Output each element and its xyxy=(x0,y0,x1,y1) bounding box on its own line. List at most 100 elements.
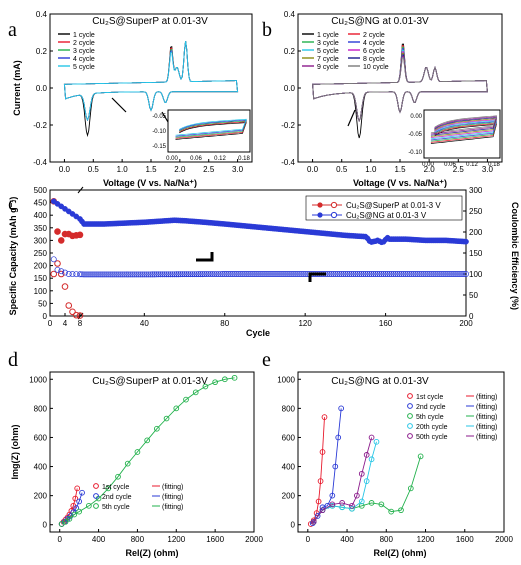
ng-efficiency-point xyxy=(109,271,116,278)
y-tick-label: 200 xyxy=(282,492,296,501)
legend-marker xyxy=(93,483,99,489)
ng-efficiency-point xyxy=(264,271,270,277)
ng-efficiency-point xyxy=(296,271,303,277)
ng-efficiency-point xyxy=(284,271,291,277)
legend-label: 1 cycle xyxy=(317,32,339,39)
eis-point xyxy=(71,511,78,518)
legend-label: 10 cycle xyxy=(363,64,389,71)
x-tick-label: 800 xyxy=(380,535,394,544)
ng-efficiency-point xyxy=(183,271,190,278)
y-tick-label: 0 xyxy=(43,312,48,321)
eis-point xyxy=(317,478,324,484)
ng-efficiency-point xyxy=(125,271,132,278)
ng-efficiency-point xyxy=(382,271,389,277)
eis-point xyxy=(73,505,80,511)
ng-efficiency-point xyxy=(286,271,293,277)
y-tick-label: 200 xyxy=(34,262,48,271)
y-tick-label: 0 xyxy=(291,521,296,530)
ng-efficiency-point xyxy=(89,271,96,278)
ng-efficiency-point xyxy=(137,271,144,278)
ng-efficiency-point xyxy=(358,271,365,277)
legend-marker xyxy=(407,393,413,399)
ng-efficiency-point xyxy=(58,268,65,275)
ng-efficiency-point xyxy=(268,271,274,277)
ng-efficiency-point xyxy=(151,271,158,278)
eis-point xyxy=(310,518,317,525)
ng-efficiency-point xyxy=(129,271,136,278)
y2-tick-label: 50 xyxy=(469,291,478,300)
legend-label: 50th cycle xyxy=(416,434,448,441)
legend-label: 4 cycle xyxy=(363,40,385,47)
x-tick-label: 1200 xyxy=(417,535,435,544)
ng-efficiency-point xyxy=(438,271,445,277)
ng-efficiency-point xyxy=(191,271,198,278)
panel-d-ticks: 0 400 800 1200 1600 2000 0 200 400 600 800 1000 xyxy=(29,375,263,544)
ng-efficiency-point xyxy=(85,271,91,278)
legend-label: 20th cycle xyxy=(416,424,448,431)
eis-point xyxy=(363,452,370,458)
ng-efficiency-point xyxy=(121,271,128,278)
axis-break-mark xyxy=(77,186,84,194)
ng-efficiency-point xyxy=(111,271,118,278)
ng-efficiency-point xyxy=(91,271,98,278)
ng-efficiency-point xyxy=(145,271,152,278)
ng-efficiency-point xyxy=(99,271,106,278)
x-tick-label: 200 xyxy=(459,319,473,328)
y2-tick-label: 150 xyxy=(469,249,483,258)
legend-label: 2 cycle xyxy=(73,40,95,47)
legend-label: 9 cycle xyxy=(317,64,339,71)
ng-efficiency-point xyxy=(73,271,80,278)
ng-efficiency-point xyxy=(298,271,305,277)
ng-efficiency-point xyxy=(442,271,449,277)
fit-line xyxy=(61,377,235,525)
superp-efficiency-point xyxy=(54,260,61,267)
cv-curve xyxy=(63,40,239,122)
ng-efficiency-point xyxy=(167,271,174,278)
ng-efficiency-point xyxy=(356,271,363,277)
ng-efficiency-point xyxy=(378,271,385,277)
y-tick-label: -0.2 xyxy=(281,121,295,130)
ng-efficiency-point xyxy=(266,271,272,277)
legend-open-marker xyxy=(330,201,338,209)
x-tick-label: 160 xyxy=(379,319,393,328)
ng-efficiency-point xyxy=(69,271,76,278)
ng-efficiency-point xyxy=(402,271,409,277)
ng-efficiency-point xyxy=(336,271,343,277)
x-tick-label: 80 xyxy=(220,319,229,328)
ng-efficiency-point xyxy=(444,271,451,277)
legend-label: 5th cycle xyxy=(102,504,130,511)
panel-b-xlabel: Voltage (V vs. Na/Na⁺) xyxy=(353,178,447,188)
superp-efficiency-point xyxy=(69,308,76,316)
y2-tick-label: 200 xyxy=(469,228,483,237)
ng-efficiency-point xyxy=(459,271,465,277)
panel-e-marks xyxy=(307,405,424,527)
y2-tick-label: 250 xyxy=(469,207,483,216)
ng-efficiency-point xyxy=(280,271,287,277)
x-tick-label: 2.5 xyxy=(203,165,215,174)
eis-point xyxy=(212,379,218,386)
x-tick-label: 1.0 xyxy=(365,165,377,174)
panel-e-title: Cu₂S@NG at 0.01-3V xyxy=(331,376,429,387)
panel-a: a Cu₂S@SuperP at 0.01-3V 0.0 0.5 1.0 1.5 2.0… xyxy=(8,10,253,188)
y-tick-label: 0.4 xyxy=(284,10,296,19)
ng-efficiency-point xyxy=(165,271,172,278)
ng-efficiency-point xyxy=(364,271,371,277)
legend-marker xyxy=(407,433,413,439)
panel-a-arrow-1 xyxy=(111,97,127,113)
ng-efficiency-point xyxy=(276,271,282,277)
ng-efficiency-point xyxy=(245,271,252,277)
eis-point xyxy=(183,396,189,403)
eis-point xyxy=(315,498,322,505)
fit-line xyxy=(313,456,422,523)
ng-efficiency-point xyxy=(79,271,85,278)
legend-open-marker xyxy=(330,211,338,219)
inset-x-tick-label: 0.06 xyxy=(444,162,456,168)
ng-efficiency-point xyxy=(326,271,333,277)
panel-c: c 0 4 8 40 80 120 160 2000501001502002503003504… xyxy=(8,186,520,338)
ng-efficiency-point xyxy=(430,271,437,277)
ng-efficiency-point xyxy=(434,271,441,277)
panel-a-arrow-2 xyxy=(161,111,169,123)
panel-b-curves xyxy=(312,43,488,139)
ng-efficiency-point xyxy=(360,271,367,277)
